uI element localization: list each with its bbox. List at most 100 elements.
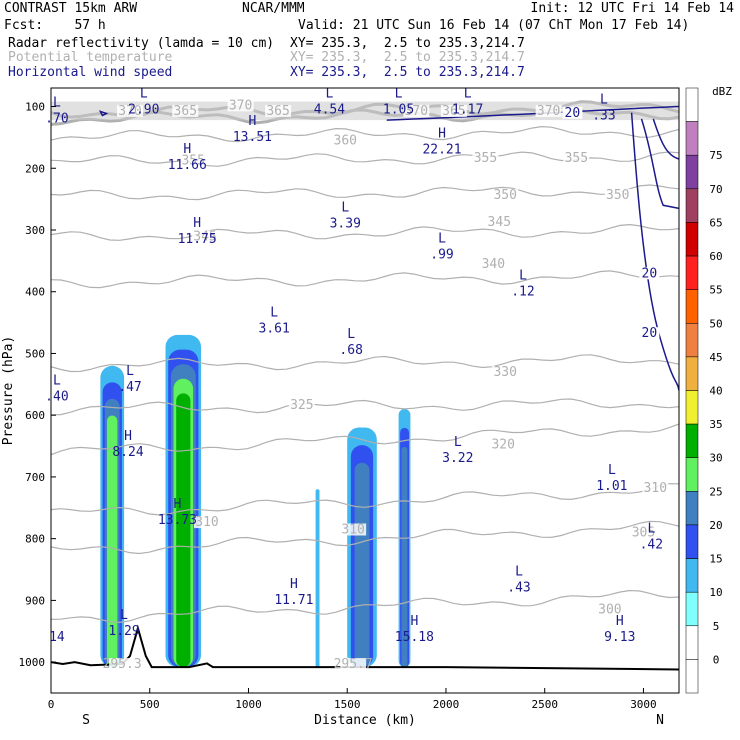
end-label-north: N	[656, 713, 664, 728]
theta-label-bg	[563, 151, 590, 164]
theta-label-bg	[180, 154, 207, 167]
colorbar-level-label: 30	[709, 452, 722, 465]
wind-extremum-type: L	[270, 305, 278, 320]
theta-label-bg	[403, 104, 430, 117]
theta-contour-line	[51, 398, 679, 416]
colorbar-level-label: 40	[709, 385, 722, 398]
theta-label-bg	[486, 216, 513, 229]
wind-extremum-value: 3.61	[259, 321, 290, 336]
theta-label-bg	[472, 151, 499, 164]
theta-contour-line	[51, 125, 679, 143]
wind-extremum-type: L	[140, 86, 148, 101]
wind-extremum-value: 13.51	[233, 130, 272, 145]
wind-extremum-type: L	[326, 86, 334, 101]
axes-layer: 0 500 1000 1500 2000 2500 3000 100 200 300 400 500 6…	[1, 87, 680, 728]
theta-label-bg	[535, 104, 562, 117]
reflectivity-cell	[176, 393, 191, 668]
colorbar-swatch	[685, 222, 699, 257]
colorbar-level-label: 45	[709, 351, 722, 364]
theta-contour-label: 370	[537, 104, 560, 119]
wind-extremum-type: L	[120, 608, 128, 623]
theta-contour-line	[51, 423, 679, 456]
theta-contour-line	[51, 483, 679, 516]
colorbar-swatch	[685, 591, 699, 627]
wind-extremum-type: H	[193, 216, 201, 231]
theta-contour-layer	[51, 100, 679, 624]
colorbar-swatch	[685, 356, 699, 391]
reflectivity-cell	[107, 415, 118, 668]
theta-contour-label: 325	[290, 398, 313, 413]
theta-contour-label: 365	[174, 104, 197, 119]
colorbar-swatch	[685, 558, 699, 593]
colorbar-swatch	[685, 154, 699, 190]
wind-extremum-value: 15.18	[395, 630, 434, 645]
theta-contour-label: 355	[474, 151, 497, 166]
colorbar-level-label: 15	[709, 553, 722, 566]
x-tick-label: 2000	[433, 698, 460, 711]
theta-label-bg	[194, 516, 221, 529]
field-theta-name: Potential temperature	[8, 50, 173, 65]
wind-extremum-value: .42	[640, 537, 663, 552]
wind-extremum-value: 4.54	[314, 102, 345, 117]
colorbar-level-label: 50	[709, 317, 722, 330]
colorbar: dBZ 0 5 10 15 20 25 30 35 40 45 50 55 60 65 70 75	[685, 85, 732, 694]
terrain-layer	[51, 624, 679, 671]
theta-label-bg	[109, 658, 136, 671]
theta-label-bg	[340, 523, 367, 536]
colorbar-swatch	[685, 289, 699, 324]
theta-contour-label: 340	[482, 257, 505, 272]
wind-extremum-value: 1.29	[108, 624, 139, 639]
contour-label-layer: 370 365 365 370 365 370 370 360 355 355 355 350 350 3…	[45, 86, 669, 672]
x-tick-label: 1500	[334, 698, 361, 711]
y-tick-label: 800	[25, 533, 45, 546]
y-tick-label: 600	[25, 409, 45, 422]
valid-time: Valid: 21 UTC Sun 16 Feb 14 (07 ChT Mon …	[298, 18, 690, 33]
colorbar-swatch	[685, 625, 699, 660]
theta-contour-line	[51, 354, 679, 373]
theta-contour-label: 310	[195, 515, 218, 530]
fcst-value: 57 h	[74, 18, 106, 33]
wind-extremum-type: L	[53, 373, 61, 388]
theta-contour-label: 320	[491, 437, 514, 452]
theta-contour-label: 350	[606, 188, 629, 203]
wind-extremum-value: .40	[45, 389, 68, 404]
theta-label-bg	[492, 188, 519, 201]
x-tick-label: 0	[48, 698, 55, 711]
y-axis-label: Pressure (hPa)	[1, 336, 16, 446]
field-wind-name: Horizontal wind speed	[8, 65, 173, 80]
field-reflectivity-xy: XY= 235.3, 2.5 to 235.3,214.7	[290, 36, 525, 51]
wind-extremum-value: 1.01	[596, 479, 627, 494]
wind-extremum-type: H	[173, 497, 181, 512]
colorbar-level-label: 35	[709, 418, 722, 431]
wind-extremum-value: 1.17	[452, 102, 483, 117]
model-name: CONTRAST 15km ARW	[4, 1, 138, 16]
wind-extremum-value: 1.05	[383, 102, 414, 117]
theta-contour-label: 310	[341, 522, 364, 537]
y-tick-label: 400	[25, 286, 45, 299]
theta-label-bg	[490, 438, 517, 451]
colorbar-level-label: 25	[709, 485, 722, 498]
colorbar-level-label: 20	[709, 519, 722, 532]
wind-extremum-value: 3.22	[442, 451, 473, 466]
wind-contour-line	[98, 110, 109, 117]
theta-contour-label: 370	[118, 104, 141, 119]
wind-extremum-value: .99	[430, 247, 453, 262]
colorbar-unit: dBZ	[712, 85, 732, 98]
y-tick-label: 500	[25, 347, 45, 360]
y-tick-label: 200	[25, 162, 45, 175]
plot-frame	[50, 87, 680, 694]
wind-extremum-value: 11.71	[274, 593, 313, 608]
wind-contour-label: 20	[642, 326, 658, 341]
init-time: Init: 12 UTC Fri 14 Feb 14	[530, 1, 735, 16]
wind-extremum-type: H	[410, 614, 418, 629]
wind-extremum-value: 8.24	[112, 445, 143, 460]
theta-contour-line	[51, 184, 679, 201]
field-wind-xy: XY= 235.3, 2.5 to 235.3,214.7	[290, 65, 525, 80]
theta-contour-line	[51, 270, 679, 289]
field-reflectivity-name: Radar reflectivity (lamda = 10 cm)	[8, 36, 275, 51]
x-axis-label: Distance (km)	[314, 713, 416, 728]
colorbar-swatch	[685, 188, 699, 223]
x-tick-label: 2500	[531, 698, 558, 711]
reflectivity-cell	[315, 489, 320, 668]
theta-label-bg	[480, 258, 507, 271]
